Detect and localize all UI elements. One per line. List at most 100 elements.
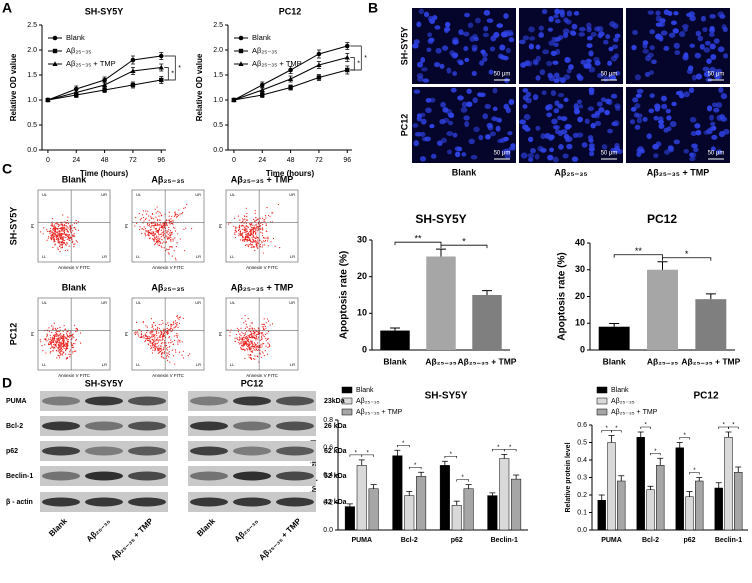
event-dot	[148, 235, 150, 237]
event-dot	[166, 232, 168, 234]
nucleus	[557, 115, 562, 121]
event-dot	[134, 225, 136, 227]
event-dot	[72, 235, 74, 237]
quadrant-label: UR	[195, 300, 201, 305]
event-dot	[262, 343, 264, 345]
event-dot	[146, 338, 148, 340]
event-dot	[157, 230, 160, 232]
event-dot	[158, 239, 160, 241]
event-dot	[54, 233, 56, 235]
event-dot	[52, 218, 54, 220]
x-tick-label: Beclin-1	[715, 537, 742, 544]
event-dot	[246, 347, 248, 350]
event-dot	[245, 335, 247, 338]
marker	[260, 92, 265, 98]
nucleus	[424, 136, 431, 142]
nucleus	[585, 62, 592, 69]
nucleus	[554, 125, 561, 130]
quadrant-label: LL	[42, 254, 47, 259]
event-dot	[58, 340, 61, 342]
event-dot	[62, 351, 64, 353]
event-dot	[153, 238, 155, 240]
event-dot	[139, 228, 141, 231]
event-dot	[51, 339, 53, 341]
blot-band	[276, 396, 314, 406]
event-dot	[165, 222, 167, 224]
lane-label: Aβ₂₅₋₃₅ + TMP	[257, 516, 303, 562]
event-dot	[250, 333, 252, 335]
event-dot	[157, 337, 159, 339]
event-dot	[46, 333, 48, 335]
event-dot	[250, 233, 252, 236]
quadrant-label: UR	[289, 300, 295, 305]
event-dot	[61, 234, 63, 236]
event-dot	[259, 352, 261, 354]
event-dot	[157, 327, 159, 329]
event-dot	[264, 215, 267, 217]
significance-label: *	[497, 445, 500, 451]
event-dot	[262, 240, 265, 242]
event-dot	[252, 241, 254, 243]
event-dot	[244, 315, 246, 317]
blot-band	[190, 471, 228, 481]
nucleus	[634, 74, 641, 81]
event-dot	[182, 350, 185, 352]
event-dot	[246, 339, 248, 341]
legend-label: Aβ₂₅₋₃₅	[66, 46, 91, 55]
event-dot	[239, 228, 241, 230]
event-dot	[264, 221, 266, 223]
event-dot	[170, 238, 172, 241]
event-dot	[246, 219, 249, 221]
event-dot	[67, 223, 70, 225]
event-dot	[51, 325, 53, 327]
event-dot	[254, 210, 256, 212]
event-dot	[49, 337, 52, 339]
y-axis-label: Relative OD value	[9, 53, 18, 121]
nucleus	[548, 40, 556, 46]
event-dot	[53, 239, 55, 242]
event-dot	[170, 339, 172, 341]
significance-bracket	[350, 57, 355, 71]
event-dot	[246, 216, 248, 218]
nucleus	[436, 140, 443, 146]
event-dot	[53, 346, 55, 348]
event-dot	[165, 348, 167, 350]
bar	[695, 480, 704, 531]
event-dot	[151, 345, 153, 347]
y-tick-label: 0.6	[577, 422, 587, 429]
event-dot	[136, 331, 139, 333]
size-label: 26 kDa	[324, 423, 347, 430]
event-dot	[67, 347, 69, 350]
event-dot	[75, 340, 77, 342]
event-dot	[63, 231, 66, 234]
nucleus	[637, 146, 644, 153]
nucleus	[485, 134, 491, 140]
quadrant-label: UR	[101, 300, 107, 305]
event-dot	[252, 218, 255, 221]
nucleus	[635, 93, 642, 98]
nucleus	[589, 90, 595, 96]
event-dot	[166, 331, 168, 333]
nucleus	[553, 14, 559, 19]
event-dot	[186, 203, 188, 205]
event-dot	[65, 224, 67, 227]
nucleus	[649, 29, 656, 35]
nucleus	[547, 27, 553, 32]
nucleus	[630, 106, 637, 112]
event-dot	[151, 347, 153, 349]
event-dot	[66, 242, 68, 244]
nucleus	[714, 74, 721, 80]
event-dot	[154, 324, 157, 326]
error-bar	[705, 293, 716, 300]
event-dot	[76, 241, 78, 243]
event-dot	[259, 217, 261, 219]
event-dot	[68, 245, 70, 247]
event-dot	[260, 356, 263, 358]
nucleus	[530, 147, 536, 154]
event-dot	[53, 238, 56, 240]
significance-label: *	[644, 423, 647, 429]
event-dot	[252, 239, 255, 241]
event-dot	[260, 231, 262, 233]
error-bar	[436, 248, 446, 257]
event-dot	[250, 358, 252, 361]
